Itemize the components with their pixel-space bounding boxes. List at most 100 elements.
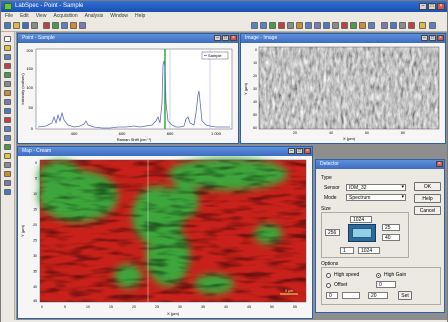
cancel-button[interactable]: Cancel <box>414 206 441 215</box>
app-window-controls: – □ × <box>419 3 445 10</box>
menu-analysis[interactable]: Analysis <box>84 13 104 19</box>
menu-window[interactable]: Window <box>110 13 129 19</box>
spectrum-line <box>37 60 230 129</box>
print-icon[interactable] <box>31 22 38 29</box>
measure-tool-icon[interactable] <box>4 162 11 168</box>
grid-icon[interactable] <box>323 22 330 29</box>
lower-mid-field[interactable]: 20 <box>368 292 388 299</box>
camera-icon[interactable] <box>359 22 366 29</box>
lower-blank-field[interactable] <box>342 292 360 299</box>
detector-icon[interactable] <box>390 22 397 29</box>
menu-edit[interactable]: Edit <box>20 13 29 19</box>
minimize-icon[interactable]: – <box>214 35 221 41</box>
minimize-icon[interactable]: – <box>421 35 428 41</box>
zoom-in-icon[interactable] <box>251 22 258 29</box>
rectangle-tool-icon[interactable] <box>4 81 11 87</box>
run-icon[interactable] <box>52 22 59 29</box>
spectrum-y-tick: 0 <box>31 126 34 131</box>
close-icon[interactable]: × <box>436 161 443 167</box>
minimize-icon[interactable]: – <box>288 148 295 154</box>
video-icon[interactable] <box>368 22 375 29</box>
peak-icon[interactable] <box>296 22 303 29</box>
marker-tool-icon[interactable] <box>4 117 11 123</box>
text-tool-icon[interactable] <box>4 153 11 159</box>
open-folder-icon[interactable] <box>13 22 20 29</box>
size-top-field[interactable]: 1024 <box>350 216 372 223</box>
map-x-tick: 35 <box>201 305 205 309</box>
new-file-icon[interactable] <box>4 22 11 29</box>
map-plot[interactable]: Y (µm) 0 5 10 15 20 25 30 35 40 45 0 5 1… <box>18 156 312 318</box>
image-plot[interactable]: Y (µm) 0 10 20 30 40 50 60 20 40 60 80 X… <box>241 43 445 143</box>
filter-icon[interactable] <box>314 22 321 29</box>
profile-tool-icon[interactable] <box>4 99 11 105</box>
spectrum-icon[interactable] <box>61 22 68 29</box>
image-y-tick: 60 <box>253 126 257 130</box>
settings-gear-icon[interactable] <box>381 22 388 29</box>
image-icon[interactable] <box>79 22 86 29</box>
cursor-icon[interactable] <box>269 22 276 29</box>
high-speed-radio[interactable] <box>326 273 331 278</box>
menu-file[interactable]: File <box>5 13 14 19</box>
size-bottom-right-field[interactable]: 1024 <box>358 247 380 254</box>
size-right-bottom-field[interactable]: 40 <box>382 234 400 241</box>
close-icon[interactable]: × <box>304 148 311 154</box>
high-gain-radio[interactable] <box>376 273 381 278</box>
stop-icon[interactable] <box>408 22 415 29</box>
baseline-icon[interactable] <box>287 22 294 29</box>
save-icon[interactable] <box>22 22 29 29</box>
minimize-icon[interactable]: – <box>419 3 427 10</box>
roi-tool-icon[interactable] <box>4 108 11 114</box>
pointer-tool-icon[interactable] <box>4 36 11 42</box>
zoom-tool-icon[interactable] <box>4 54 11 60</box>
lower-left-field[interactable]: 0 <box>326 292 338 299</box>
overlay-tool-icon[interactable] <box>4 189 11 195</box>
set-button[interactable]: Set <box>398 291 412 300</box>
hand-tool-icon[interactable] <box>4 45 11 51</box>
maximize-icon[interactable]: □ <box>429 35 436 41</box>
line-tool-icon[interactable] <box>4 72 11 78</box>
sensor-select[interactable]: IDM_32 <box>346 184 406 191</box>
point-tool-icon[interactable] <box>4 90 11 96</box>
detector-dialog-title: Detector <box>320 161 339 167</box>
close-icon[interactable]: × <box>437 3 445 10</box>
window-tile-icon[interactable] <box>399 22 406 29</box>
offset-field[interactable]: 0 <box>376 281 396 288</box>
size-bottom-left-field[interactable]: 1 <box>340 247 354 254</box>
info-icon[interactable] <box>429 22 436 29</box>
marker-icon[interactable] <box>278 22 285 29</box>
help-icon[interactable] <box>419 22 426 29</box>
close-icon[interactable]: × <box>437 35 444 41</box>
close-icon[interactable]: × <box>230 35 237 41</box>
acquire-icon[interactable] <box>43 22 50 29</box>
cursor-tool-icon[interactable] <box>4 63 11 69</box>
map-tool-icon[interactable] <box>4 180 11 186</box>
map-x-tick: 45 <box>247 305 251 309</box>
mode-select[interactable]: Spectrum <box>346 194 406 201</box>
map-icon[interactable] <box>70 22 77 29</box>
maximize-icon[interactable]: □ <box>222 35 229 41</box>
spectrum-plot[interactable]: Intensity (cnt/sec) 200 150 100 50 0 400… <box>18 43 238 143</box>
ok-button[interactable]: OK <box>414 182 441 191</box>
offset-radio[interactable] <box>326 283 331 288</box>
stage-icon[interactable] <box>350 22 357 29</box>
menu-view[interactable]: View <box>35 13 47 19</box>
fit-icon[interactable] <box>305 22 312 29</box>
maximize-icon[interactable]: □ <box>296 148 303 154</box>
size-right-top-field[interactable]: 25 <box>382 224 400 231</box>
menu-acquisition[interactable]: Acquisition <box>53 13 78 19</box>
menu-help[interactable]: Help <box>135 13 146 19</box>
zoom-out-icon[interactable] <box>260 22 267 29</box>
image-y-tick: 10 <box>253 61 257 65</box>
help-button[interactable]: Help <box>414 194 441 203</box>
maximize-icon[interactable]: □ <box>428 3 436 10</box>
size-left-field[interactable]: 256 <box>325 229 340 236</box>
map-x-tick: 40 <box>224 305 228 309</box>
ruler-icon[interactable] <box>332 22 339 29</box>
play-tool-icon[interactable] <box>4 144 11 150</box>
laser-icon[interactable] <box>341 22 348 29</box>
spectrum-x-label: Raman Shift (cm⁻¹) <box>117 137 152 142</box>
arrow-down-tool-icon[interactable] <box>4 135 11 141</box>
spectrum-legend[interactable] <box>201 51 229 60</box>
spectrum-tool-icon[interactable] <box>4 171 11 177</box>
arrow-up-tool-icon[interactable] <box>4 126 11 132</box>
